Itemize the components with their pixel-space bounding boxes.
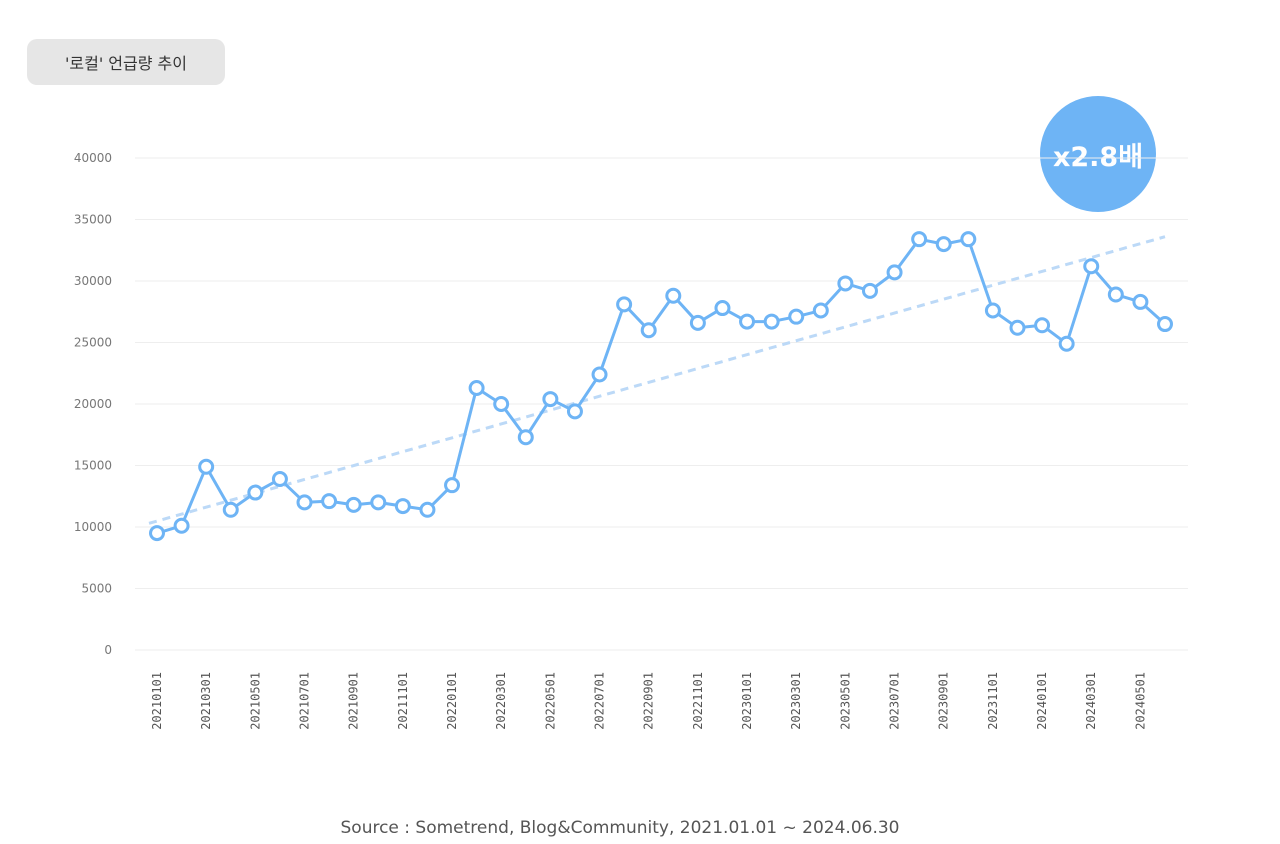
data-point (1157, 316, 1173, 333)
series-line (156, 237, 1167, 535)
x-tick-label: 20221101 (691, 672, 705, 730)
x-tick-label: 20220101 (445, 672, 459, 730)
data-point (1132, 293, 1149, 310)
data-point (960, 231, 977, 248)
x-tick-label: 20240501 (1133, 672, 1147, 730)
multiplier-label: x2.8배 (1052, 141, 1144, 173)
x-tick-label: 20220701 (593, 672, 607, 730)
x-tick-label: 20210901 (347, 672, 361, 730)
x-tick-label: 20230301 (789, 672, 803, 730)
x-tick-label: 20210701 (298, 672, 312, 730)
trend-layer (148, 235, 1166, 525)
x-tick-label: 20210101 (150, 672, 164, 730)
data-point (812, 302, 829, 319)
data-point (640, 322, 657, 339)
x-tick-label: 20230501 (838, 672, 852, 730)
x-tick-label: 20240101 (1035, 672, 1049, 730)
data-point (861, 282, 878, 299)
y-tick-label: 0 (104, 643, 112, 657)
data-point (394, 498, 411, 515)
x-tick-label: 20211101 (396, 672, 410, 730)
series-layer (149, 231, 1173, 542)
y-tick-label: 20000 (74, 397, 112, 411)
data-point (198, 458, 215, 475)
data-point (935, 236, 952, 253)
y-tick-label: 10000 (74, 520, 112, 534)
chart-title: '로컬' 언급량 추이 (64, 54, 187, 73)
data-point (689, 314, 706, 331)
chart-title-badge: '로컬' 언급량 추이 (27, 39, 225, 85)
x-tick-label: 20210501 (248, 672, 262, 730)
data-point (1009, 319, 1026, 336)
data-point (517, 429, 534, 446)
data-point (984, 302, 1001, 319)
data-point (419, 501, 436, 518)
x-tick-label: 20220501 (543, 672, 557, 730)
data-point (886, 264, 903, 281)
data-point (911, 231, 928, 248)
data-point (173, 517, 190, 534)
data-point (1058, 335, 1075, 352)
multiplier-badge: x2.8배 (1040, 96, 1156, 212)
data-point (763, 313, 780, 330)
data-point (370, 494, 387, 511)
data-point (566, 403, 583, 420)
data-point (591, 366, 608, 383)
data-point (788, 308, 805, 325)
data-point (468, 380, 485, 397)
data-point (149, 525, 165, 542)
y-tick-label: 35000 (74, 213, 112, 227)
data-point (493, 396, 510, 412)
x-tick-label: 20220901 (642, 672, 656, 730)
y-tick-label: 5000 (81, 582, 112, 596)
x-tick-label: 20240301 (1084, 672, 1098, 730)
y-tick-label: 15000 (74, 459, 112, 473)
data-point (665, 287, 682, 304)
x-tick-label: 20230901 (937, 672, 951, 730)
line-chart: 0 5000 10000 15000 20000 25000 30000 35000 40000… (74, 151, 1188, 730)
data-point (714, 300, 731, 317)
x-tick-label: 20220301 (494, 672, 508, 730)
x-tick-label: 20231101 (986, 672, 1000, 730)
y-axis-ticks: 0 5000 10000 15000 20000 25000 30000 35000 40000 (74, 151, 112, 657)
data-point (542, 391, 559, 408)
data-point (837, 275, 854, 292)
data-point (1107, 286, 1124, 303)
x-tick-label: 20230101 (740, 672, 754, 730)
y-tick-label: 40000 (74, 151, 112, 165)
source-caption: Source : Sometrend, Blog&Community, 2021… (340, 818, 900, 838)
data-point (739, 313, 756, 330)
data-point (616, 296, 633, 313)
data-point (444, 477, 461, 494)
data-point (222, 501, 239, 518)
data-point (1083, 258, 1100, 275)
x-tick-label: 20210301 (199, 672, 213, 730)
data-point (321, 493, 338, 510)
data-point (345, 496, 362, 513)
trend-line (148, 235, 1166, 525)
data-point (1034, 317, 1051, 334)
data-point (296, 494, 313, 511)
y-tick-label: 30000 (74, 274, 112, 288)
data-point (271, 471, 288, 488)
data-point (247, 484, 264, 501)
x-axis-ticks: 20210101 20210301 20210501 20210701 20210901… (150, 672, 1147, 730)
y-tick-label: 25000 (74, 336, 112, 350)
x-tick-label: 20230701 (888, 672, 902, 730)
grid-lines (135, 157, 1188, 651)
